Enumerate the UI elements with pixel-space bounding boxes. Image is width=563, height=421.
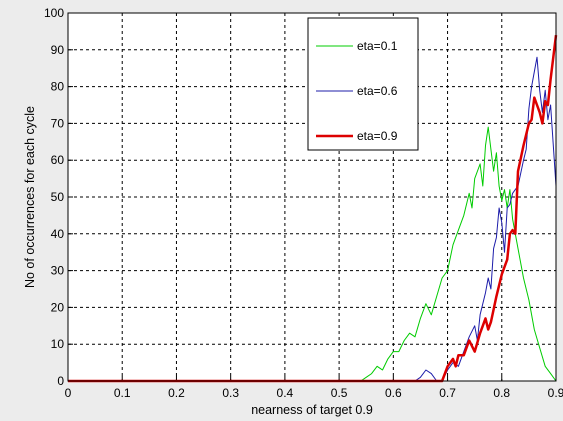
x-axis-title: nearness of target 0.9 (251, 403, 373, 417)
y-tick-label: 20 (51, 300, 65, 314)
x-tick-label: 0.9 (548, 386, 563, 400)
x-tick-label: 0.8 (493, 386, 510, 400)
y-tick-label: 30 (51, 264, 65, 278)
grid-lines (68, 13, 556, 381)
y-tick-label: 0 (57, 374, 64, 388)
y-tick-label: 90 (51, 43, 65, 57)
legend-label: eta=0.1 (357, 39, 398, 53)
x-tick-label: 0.7 (439, 386, 456, 400)
y-tick-label: 70 (51, 116, 65, 130)
x-tick-label: 0.1 (114, 386, 131, 400)
y-tick-label: 40 (51, 227, 65, 241)
x-tick-label: 0.5 (331, 386, 348, 400)
legend-label: eta=0.9 (357, 129, 398, 143)
x-tick-label: 0.6 (385, 386, 402, 400)
plot-frame (67, 12, 557, 382)
legend-box (307, 17, 419, 151)
x-tick-label: 0.3 (222, 386, 239, 400)
y-tick-labels: 0 10 20 30 40 50 60 70 80 90 100 (44, 6, 64, 388)
series-line-1 (68, 126, 557, 382)
y-tick-label: 50 (51, 190, 65, 204)
y-axis-title: No of occurrences for each cycle (23, 106, 37, 288)
legend-label: eta=0.6 (357, 84, 398, 98)
x-tick-labels: 0 0.1 0.2 0.3 0.4 0.5 0.6 0.7 0.8 0.9 (65, 386, 563, 400)
series-lines (68, 34, 558, 383)
y-tick-label: 60 (51, 153, 65, 167)
legend: eta=0.1 eta=0.6 eta=0.9 (307, 17, 419, 151)
x-tick-label: 0.2 (168, 386, 185, 400)
x-tick-label: 0 (65, 386, 72, 400)
y-tick-label: 10 (51, 337, 65, 351)
y-tick-label: 100 (44, 6, 64, 20)
y-tick-label: 80 (51, 80, 65, 94)
x-tick-label: 0.4 (277, 386, 294, 400)
series-line-3 (68, 34, 558, 383)
